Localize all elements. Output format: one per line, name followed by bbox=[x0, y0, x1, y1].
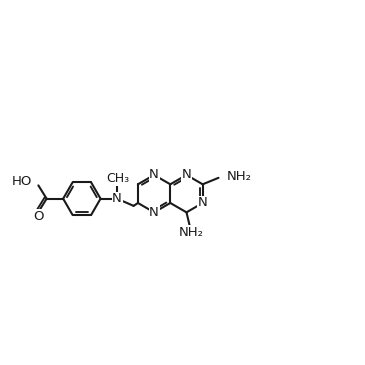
Text: N: N bbox=[198, 196, 208, 210]
Text: N: N bbox=[149, 169, 159, 181]
Text: CH₃: CH₃ bbox=[106, 172, 129, 185]
Text: N: N bbox=[112, 192, 122, 205]
Text: N: N bbox=[149, 206, 159, 219]
Text: HO: HO bbox=[12, 175, 32, 188]
Text: NH₂: NH₂ bbox=[226, 169, 251, 182]
Text: N: N bbox=[182, 169, 191, 181]
Text: O: O bbox=[34, 210, 44, 223]
Text: NH₂: NH₂ bbox=[178, 226, 203, 239]
